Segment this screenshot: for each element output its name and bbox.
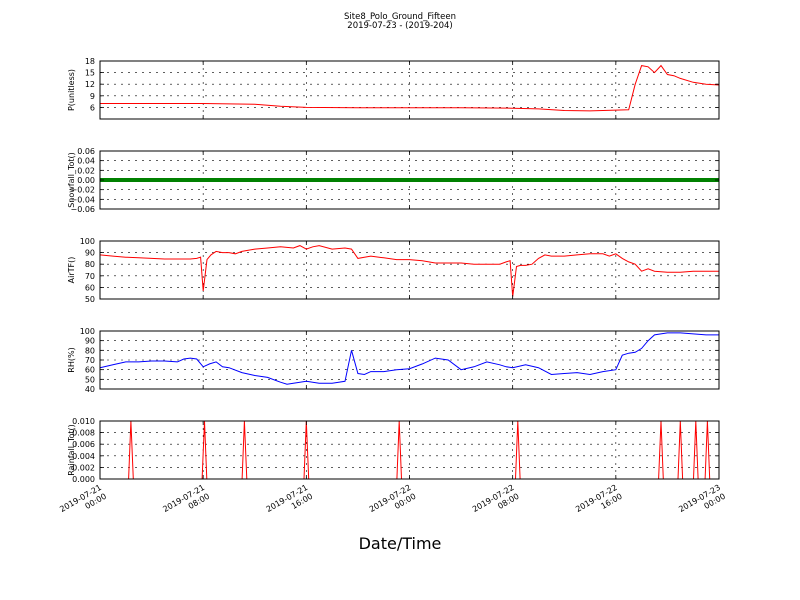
chart-title: Site8_Polo_Ground_Fifteen: [344, 12, 456, 22]
y-tick-label: −0.04: [70, 195, 95, 204]
y-axis-label: AirTF(): [67, 257, 76, 284]
y-tick-label: 0.00: [77, 176, 95, 185]
y-tick-label: 90: [85, 337, 95, 346]
y-tick-label: 80: [85, 346, 95, 355]
y-tick-label: 0.000: [72, 475, 95, 484]
y-tick-label: 0.04: [77, 157, 95, 166]
y-axis-label: Snowfall_Tot(): [67, 152, 76, 208]
panel-2: [99, 150, 720, 210]
y-tick-label: −0.02: [70, 186, 95, 195]
y-tick-label: 15: [85, 69, 95, 78]
chart-subtitle: 2019-07-23 - (2019-204): [347, 21, 453, 31]
y-tick-label: 70: [85, 272, 95, 281]
y-tick-label: −0.06: [70, 205, 95, 214]
y-tick-label: 50: [85, 295, 95, 304]
y-tick-label: 0.002: [72, 463, 95, 472]
x-axis-label: Date/Time: [358, 534, 442, 553]
y-tick-label: 12: [85, 80, 95, 89]
y-tick-label: 0.06: [77, 147, 95, 156]
y-tick-label: 18: [85, 57, 95, 66]
y-tick-label: 0.006: [72, 440, 95, 449]
y-axis-label: RH(%): [67, 347, 76, 372]
y-tick-label: 50: [85, 375, 95, 384]
y-tick-label: 0.008: [72, 429, 95, 438]
y-tick-label: 60: [85, 366, 95, 375]
y-tick-label: 80: [85, 260, 95, 269]
series-line-1: [99, 245, 719, 297]
panel-3: [99, 240, 720, 300]
y-tick-label: 40: [85, 385, 95, 394]
y-tick-label: 60: [85, 283, 95, 292]
y-tick-label: 0.004: [72, 452, 95, 461]
panel-5: [99, 420, 720, 480]
y-axis-label: Rainfall_Tot(): [67, 424, 76, 476]
y-tick-label: 0.010: [72, 417, 95, 426]
y-tick-label: 100: [80, 327, 95, 336]
y-tick-label: 100: [80, 237, 95, 246]
y-tick-label: 6: [90, 103, 95, 112]
y-tick-label: 0.02: [77, 166, 95, 175]
y-axis-label: P(unitless): [67, 69, 76, 111]
panel-1: [99, 60, 720, 120]
y-tick-label: 70: [85, 356, 95, 365]
series-line-1: [99, 332, 719, 385]
series-line-1: [100, 64, 720, 112]
panel-4: [99, 330, 720, 390]
y-tick-label: 9: [90, 92, 95, 101]
y-tick-label: 90: [85, 249, 95, 258]
